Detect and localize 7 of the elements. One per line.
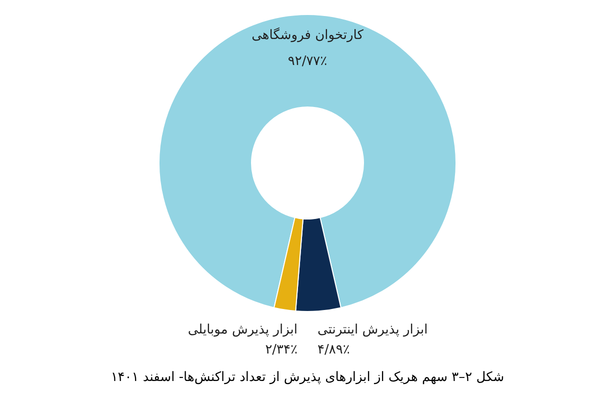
text: شکل ۲–۳ سهم هریک از ابزارهای پذیرش از تعداد تراکنش‌ها- اسفند ۱۴۰۱ [110, 370, 506, 385]
slice-label: ابزار پذیرش اینترنتی [318, 322, 428, 338]
data-label: ۹۲/۷۷٪ [288, 54, 328, 69]
slice-label: کارتخوان فروشگاهی [252, 26, 364, 43]
data-label: ۴/۸۹٪ [318, 342, 350, 358]
slice-label: ابزار پذیرش موبایلی [188, 322, 298, 338]
data-label: ۲/۳۴٪ [265, 342, 298, 358]
